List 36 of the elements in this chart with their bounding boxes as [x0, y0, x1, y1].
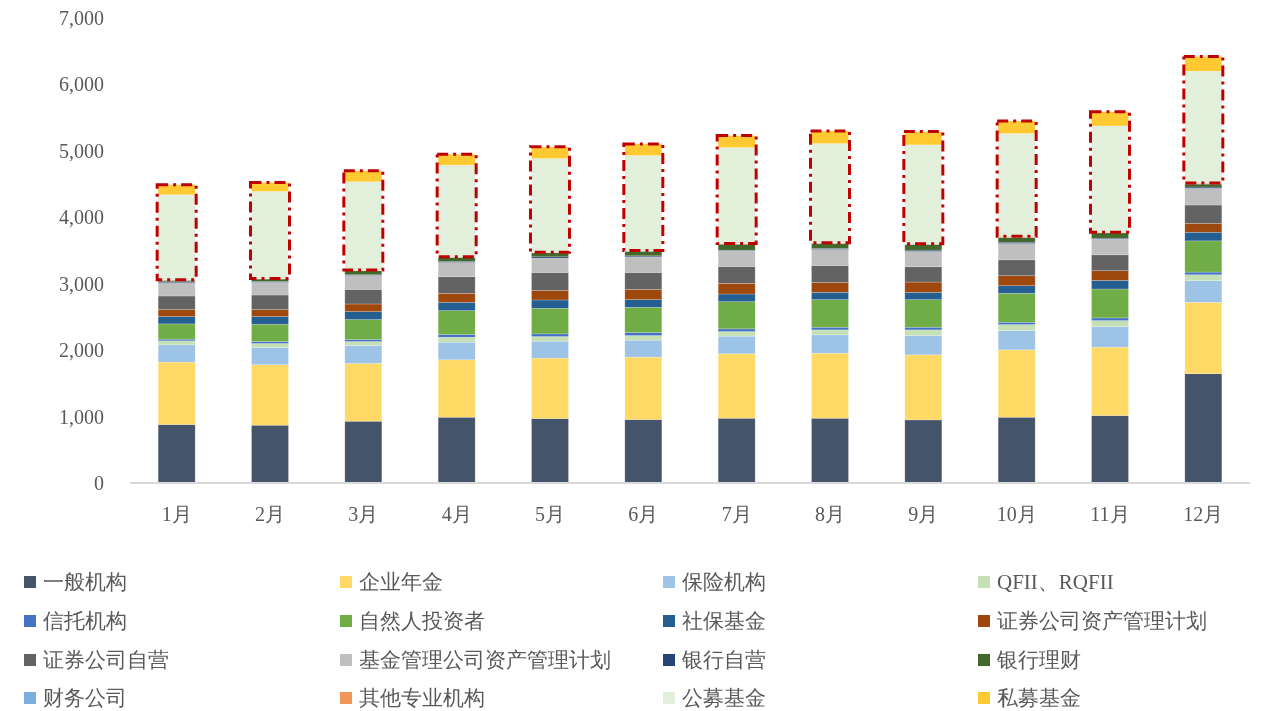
legend-label: 公募基金 — [682, 686, 766, 710]
y-tick-label: 0 — [94, 472, 104, 494]
x-tick-label: 6月 — [628, 503, 659, 525]
legend-label: 财务公司 — [43, 686, 127, 710]
legend-label: 基金管理公司资产管理计划 — [359, 648, 611, 672]
y-tick-label: 4,000 — [59, 206, 104, 229]
legend-label: 信托机构 — [43, 609, 127, 633]
x-tick-label: 9月 — [908, 503, 939, 525]
x-tick-label: 10月 — [996, 503, 1037, 525]
legend-label: 企业年金 — [359, 570, 443, 594]
y-tick-label: 6,000 — [59, 73, 104, 96]
x-tick-label: 3月 — [348, 503, 379, 525]
x-tick-label: 5月 — [535, 503, 565, 525]
x-tick-label: 7月 — [721, 503, 752, 525]
legend-label: 其他专业机构 — [359, 686, 485, 710]
y-tick-label: 5,000 — [59, 139, 104, 162]
legend-label: 证券公司自营 — [43, 648, 169, 672]
x-tick-label: 1月 — [161, 503, 192, 525]
legend-label: 证券公司资产管理计划 — [997, 609, 1207, 633]
legend-label: QFII、RQFII — [997, 570, 1114, 594]
legend-label: 私募基金 — [997, 686, 1081, 710]
legend-label: 银行理财 — [996, 648, 1081, 672]
y-tick-label: 7,000 — [59, 7, 104, 29]
legend-label: 社保基金 — [682, 609, 766, 633]
y-tick-label: 1,000 — [59, 405, 104, 428]
x-tick-label: 12月 — [1183, 503, 1224, 525]
x-tick-label: 4月 — [441, 503, 472, 525]
legend-label: 自然人投资者 — [359, 609, 485, 633]
legend-label: 保险机构 — [682, 570, 766, 594]
x-tick-label: 2月 — [255, 503, 285, 525]
x-tick-label: 8月 — [815, 503, 845, 525]
y-tick-label: 3,000 — [59, 272, 104, 295]
x-tick-label: 11月 — [1090, 503, 1130, 525]
y-tick-label: 2,000 — [59, 339, 104, 362]
legend-label: 一般机构 — [43, 570, 127, 594]
legend-label: 银行自营 — [681, 648, 766, 672]
